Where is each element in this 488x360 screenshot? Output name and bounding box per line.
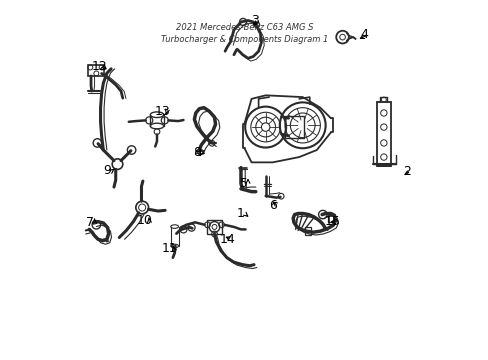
Text: 3: 3 — [251, 14, 259, 27]
Text: 5: 5 — [239, 177, 247, 190]
Bar — [207, 220, 221, 234]
Text: 15: 15 — [324, 215, 340, 228]
Text: 13: 13 — [155, 105, 170, 118]
Text: 10: 10 — [137, 214, 153, 227]
Text: 7: 7 — [86, 216, 94, 229]
Text: 2: 2 — [402, 165, 410, 178]
Text: 4: 4 — [360, 28, 367, 41]
Text: 12: 12 — [91, 60, 107, 73]
Text: 8: 8 — [193, 146, 201, 159]
Text: 11: 11 — [162, 242, 177, 255]
Text: 9: 9 — [103, 164, 111, 177]
Bar — [87, 65, 104, 76]
Text: 1: 1 — [236, 207, 244, 220]
Text: 14: 14 — [219, 233, 235, 246]
Bar — [285, 117, 304, 138]
Bar — [305, 227, 310, 235]
Text: 6: 6 — [269, 199, 277, 212]
Bar — [327, 215, 333, 222]
Text: 2021 Mercedes-Benz C63 AMG S
Turbocharger & Components Diagram 1: 2021 Mercedes-Benz C63 AMG S Turbocharge… — [161, 23, 327, 44]
